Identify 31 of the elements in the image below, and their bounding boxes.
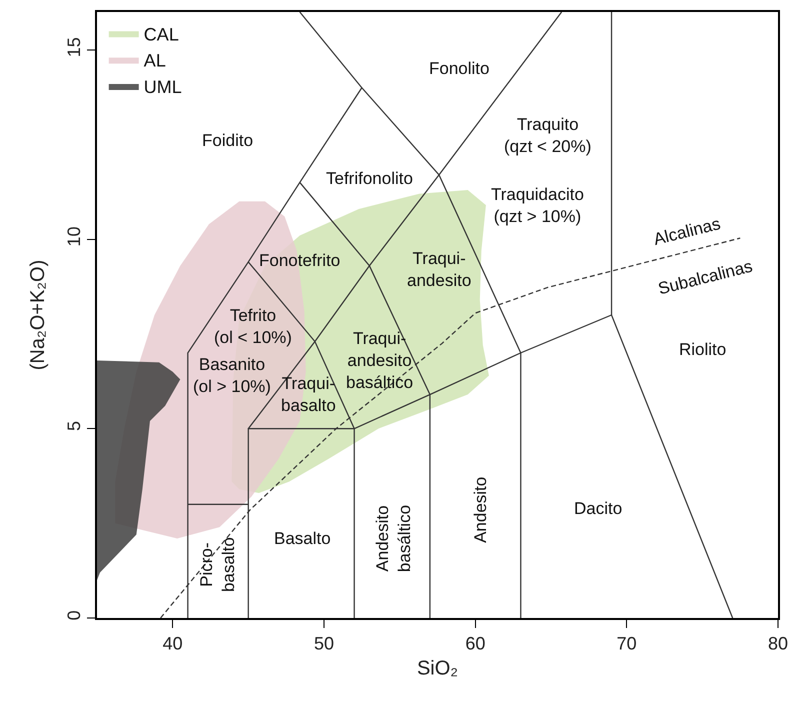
y-tick-label: 10 (64, 226, 84, 247)
x-tick-label: 60 (465, 634, 486, 654)
y-tick-label: 15 (64, 37, 84, 58)
annotation: Traqui- basalto (281, 374, 336, 416)
x-tick-label: 70 (616, 634, 637, 654)
annotation: Traquito (qzt < 20%) (504, 115, 592, 156)
annotation: Andesito (470, 476, 490, 543)
annotation: Foidito (202, 131, 254, 150)
legend-label: UML (144, 77, 182, 98)
x-tick-label: 80 (768, 634, 788, 654)
annotation: Tefrito (ol < 10%) (214, 306, 292, 348)
annotation: Fonotefrito (259, 251, 340, 270)
legend-label: CAL (144, 24, 179, 44)
x-axis-title: SiO₂ (416, 658, 458, 680)
annotation: Riolito (679, 340, 726, 359)
annotation: Traqui- andesito (407, 249, 472, 290)
x-tick-label: 40 (162, 634, 183, 654)
annotation: Andesito basáltico (373, 504, 414, 572)
annotation: Alcalinas (652, 214, 722, 249)
annotation: Traquidacito (qzt > 10%) (491, 185, 584, 226)
annotation: Basanito (ol > 10%) (193, 355, 271, 396)
legend-label: AL (144, 50, 166, 71)
annotation: Dacito (574, 499, 622, 518)
annotation: Tefrifonolito (326, 169, 413, 188)
y-tick-label: 0 (64, 610, 84, 620)
annotation: Basalto (274, 529, 331, 548)
y-tick-label: 5 (64, 420, 84, 431)
annotation: Picro- basalto (197, 537, 238, 592)
x-tick-label: 50 (314, 634, 334, 654)
y-axis-title: (Na₂O+K₂O) (26, 260, 49, 370)
annotation: Fonolito (429, 59, 490, 78)
